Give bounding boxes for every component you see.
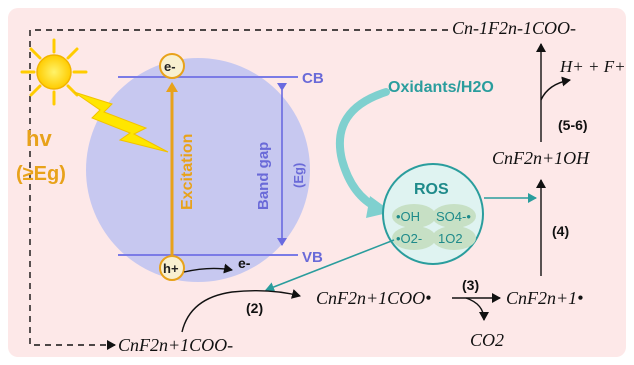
hv-label: hv	[26, 126, 52, 151]
step-4-label: (4)	[552, 223, 569, 239]
oxidants-label: Oxidants/H2O	[388, 79, 494, 96]
species-alcohol: CnF2n+1OH	[492, 148, 590, 168]
species-perfluoroalkyl-radical: CnF2n+1•	[506, 288, 583, 308]
ros-to-radical-arrow	[265, 239, 395, 292]
excitation-label: Excitation	[179, 134, 196, 210]
species-product: Cn-1F2n-1COO-	[452, 18, 576, 38]
species-radical: CnF2n+1COO•	[316, 288, 431, 308]
sun-icon	[20, 38, 88, 106]
hv-condition-label: (≥Eg)	[16, 163, 66, 185]
vb-label: VB	[302, 249, 323, 266]
released-electron-label: e-	[238, 255, 251, 271]
step-2-label: (2)	[246, 300, 263, 316]
species-hf: H+ + F+	[559, 57, 626, 76]
hole-electron-arrow	[183, 263, 233, 274]
electron-bubble	[159, 53, 185, 79]
oxidants-arrow	[335, 88, 390, 212]
band-gap-symbol: (Eg)	[291, 163, 306, 188]
ros-species-so4: SO4-•	[436, 209, 471, 224]
cb-label: CB	[302, 70, 324, 87]
species-start: CnF2n+1COO-	[118, 335, 233, 355]
start-to-radical-arrow	[181, 289, 301, 333]
ros-species-1o2: 1O2	[438, 231, 463, 246]
ros-highlight-3	[392, 226, 436, 250]
semiconductor-particle	[86, 58, 310, 282]
step-3-label: (3)	[462, 277, 479, 293]
band-gap-label: Band gap	[255, 142, 272, 210]
hole-bubble	[159, 255, 185, 281]
ros-title: ROS	[414, 181, 449, 198]
ros-species-o2: •O2-	[396, 231, 422, 246]
ros-species-oh: •OH	[396, 209, 420, 224]
hf-release-arrow	[540, 76, 571, 101]
lightning-bolt-icon	[73, 91, 169, 153]
ros-highlight-1	[392, 204, 436, 228]
hole-label: h+	[163, 261, 179, 276]
ros-highlight-2	[432, 204, 476, 228]
step-5-6-label: (5-6)	[558, 117, 588, 133]
electron-label: e-	[164, 59, 176, 74]
species-co2: CO2	[470, 330, 504, 350]
ros-highlight-4	[432, 226, 476, 250]
dashed-recycle-path	[29, 29, 448, 350]
co2-release-arrow	[465, 297, 489, 321]
